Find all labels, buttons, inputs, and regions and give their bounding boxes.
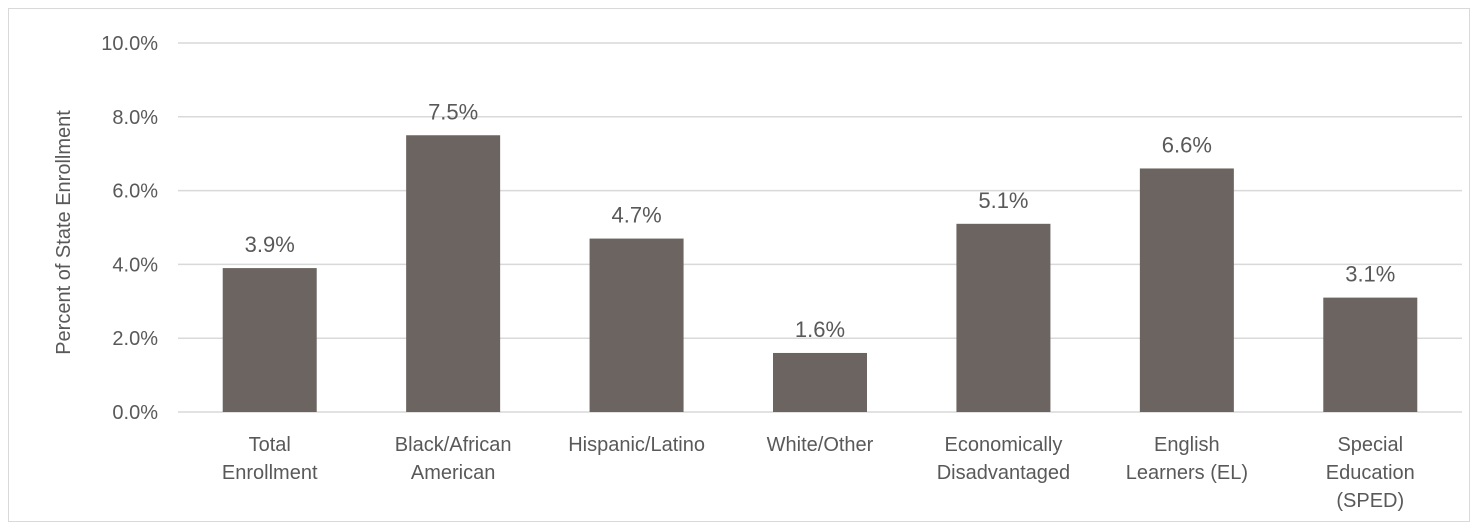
- category-label: Disadvantaged: [937, 462, 1070, 484]
- category-label: Education: [1326, 462, 1415, 484]
- category-label: (SPED): [1336, 490, 1404, 512]
- category-label: American: [411, 462, 495, 484]
- bar: [589, 238, 684, 412]
- y-tick-label: 0.0%: [112, 402, 158, 424]
- bar: [773, 352, 867, 412]
- data-label: 5.1%: [978, 188, 1028, 213]
- data-label: 1.6%: [795, 317, 845, 342]
- y-tick-label: 4.0%: [112, 254, 158, 276]
- y-tick-label: 6.0%: [112, 181, 158, 203]
- data-label: 3.9%: [245, 232, 295, 257]
- y-tick-label: 10.0%: [101, 33, 158, 55]
- data-label: 6.6%: [1162, 132, 1212, 157]
- category-label: Hispanic/Latino: [568, 434, 705, 456]
- category-label: White/Other: [767, 434, 874, 456]
- category-label: Enrollment: [222, 462, 318, 484]
- category-label: Learners (EL): [1126, 462, 1248, 484]
- category-label: Economically: [945, 434, 1063, 456]
- data-label: 3.1%: [1345, 262, 1395, 287]
- bar: [956, 223, 1051, 412]
- bar: [406, 135, 501, 412]
- bar: [1323, 297, 1418, 412]
- category-label: Total: [249, 434, 291, 456]
- y-tick-label: 2.0%: [112, 328, 158, 350]
- y-tick-label: 8.0%: [112, 107, 158, 129]
- data-label: 4.7%: [611, 203, 661, 228]
- category-label: Black/African: [395, 434, 512, 456]
- y-axis-title: Percent of State Enrollment: [53, 110, 75, 355]
- bar: [222, 268, 317, 412]
- category-label: English: [1154, 434, 1220, 456]
- category-label: Special: [1337, 434, 1403, 456]
- data-label: 7.5%: [428, 99, 478, 124]
- bar: [1139, 168, 1234, 412]
